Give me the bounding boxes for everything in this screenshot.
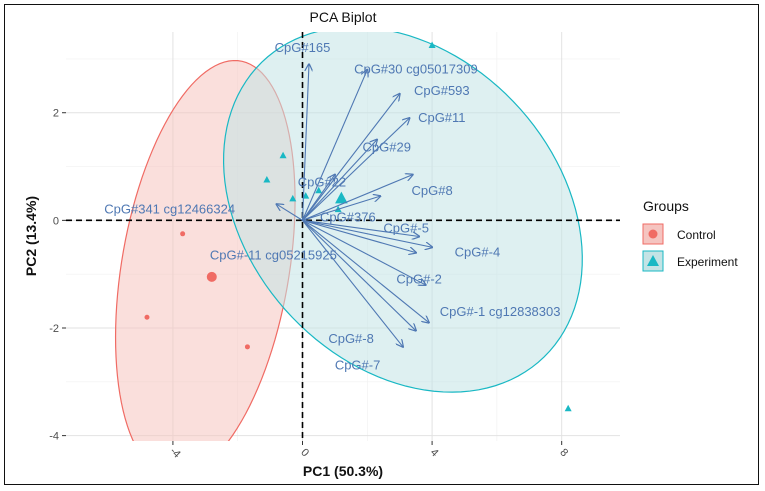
loading-label: CpG#29: [363, 140, 411, 155]
loading-label: CpG#-8: [328, 331, 374, 346]
loading-label: CpG#593: [414, 83, 470, 98]
loading-vectors: [277, 64, 433, 347]
loading-label: CpG#-4: [455, 245, 501, 260]
loading-vector: [277, 204, 303, 221]
loading-vector: [302, 219, 426, 285]
loading-vector: [302, 196, 381, 221]
y-axis-label: PC2 (13.4%): [23, 196, 39, 276]
point-experiment: [263, 175, 271, 183]
chart-title: PCA Biplot: [310, 9, 377, 25]
loading-label: CpG#30 cg05017309: [354, 62, 478, 77]
x-tick-label: 4: [428, 446, 441, 459]
y-tick-label: -2: [49, 323, 59, 335]
loading-vector: [302, 175, 413, 221]
loading-label: CpG#8: [411, 183, 452, 198]
loading-label: CpG#165: [275, 40, 331, 55]
loading-vector: [302, 175, 335, 221]
loading-label: CpG#22: [298, 175, 346, 190]
legend-title: Groups: [643, 198, 689, 214]
point-experiment: [428, 41, 436, 48]
legend-label-experiment: Experiment: [677, 255, 738, 269]
x-axis-label: PC1 (50.3%): [303, 463, 383, 479]
y-tick-label: 0: [53, 215, 59, 227]
loading-vector: [302, 219, 416, 252]
loading-vector: [302, 140, 378, 221]
x-tick-label: 0: [298, 446, 311, 459]
loading-label: CpG#-11 cg05215925: [210, 247, 337, 262]
loading-vector: [301, 64, 309, 221]
y-tick-label: -4: [49, 431, 59, 443]
loading-vector: [302, 220, 403, 346]
loading-vector: [302, 94, 400, 221]
point-control: [180, 231, 186, 237]
loading-vector: [302, 219, 429, 322]
point-control: [244, 344, 250, 350]
ellipse-experiment: [222, 32, 583, 393]
point-control: [144, 314, 150, 320]
legend-label-control: Control: [677, 228, 716, 242]
loading-label: CpG#376: [320, 210, 376, 225]
sample-points: [144, 41, 572, 412]
loading-labels: CpG#165 CpG#30 cg05017309 CpG#593 CpG#11 CpG…: [104, 40, 560, 373]
point-control: [206, 271, 217, 282]
point-experiment: [289, 194, 297, 202]
loading-label: CpG#-7: [335, 358, 381, 373]
x-tick-label: 8: [557, 446, 570, 459]
y-tick-label: 2: [53, 108, 59, 120]
figure-frame: [4, 4, 759, 485]
loading-label: CpG#-5: [383, 220, 429, 235]
loading-vector: [302, 118, 410, 221]
loading-label: CpG#11: [418, 110, 465, 125]
confidence-ellipses: [114, 32, 583, 441]
legend-marker-experiment: [647, 255, 659, 266]
reference-lines: [66, 32, 620, 441]
legend: Groups Control Experiment: [642, 198, 738, 272]
point-experiment: [279, 151, 287, 159]
loading-label: CpG#-1 cg12838303: [440, 304, 561, 319]
x-tick-label: -4: [167, 445, 182, 460]
legend-item-experiment: Experiment: [642, 250, 738, 272]
loading-label: CpG#341 cg12466324: [104, 202, 235, 217]
point-experiment: [315, 186, 323, 194]
legend-marker-control: [648, 229, 658, 239]
point-experiment: [564, 404, 572, 412]
legend-item-control: Control: [642, 223, 716, 245]
loading-vector: [302, 219, 416, 330]
loading-vector: [301, 70, 368, 221]
loading-vector: [302, 219, 420, 236]
point-experiment: [335, 191, 348, 204]
loading-vector: [302, 219, 433, 247]
loading-label: CpG#-2: [396, 272, 442, 287]
